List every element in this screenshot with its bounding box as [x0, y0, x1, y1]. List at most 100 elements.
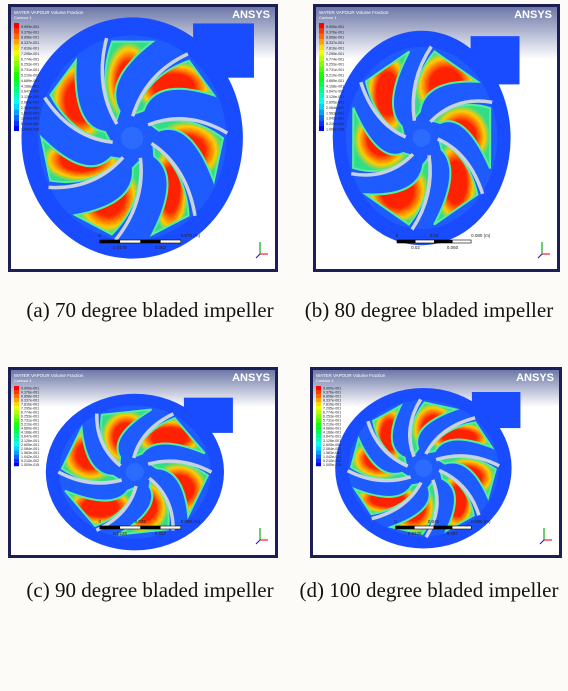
legend-label: 8.858e-001 [326, 36, 344, 40]
triad-z [255, 539, 261, 545]
legend-swatch [14, 450, 19, 455]
blade [371, 481, 423, 521]
legend-label: 4.689e-001 [323, 427, 341, 431]
scale-bar-segment [433, 526, 453, 529]
legend-label: 3.647e-001 [21, 435, 39, 439]
legend-label: 2.084e-001 [323, 447, 341, 451]
blade [346, 469, 412, 483]
legend-swatch [316, 410, 321, 415]
legend-swatch [316, 394, 321, 399]
legend-swatch [14, 446, 19, 451]
legend-label: 2.084e-001 [21, 447, 39, 451]
legend-swatch [316, 434, 321, 439]
legend-label: 5.731e-001 [21, 419, 39, 423]
blade [150, 141, 197, 217]
legend-label: 1.042e-001 [326, 117, 344, 121]
legend-label: 6.774e-001 [21, 411, 39, 415]
scale-label: 0.053 [155, 245, 167, 250]
legend-label: 4.168e-001 [21, 431, 39, 435]
caption: (a) 70 degree bladed impeller [26, 298, 274, 322]
blade [424, 479, 439, 539]
scale-label: 0.067 [155, 531, 167, 536]
blade [410, 154, 432, 231]
legend-label: 6.774e-001 [21, 57, 39, 61]
legend-label: 9.376e-001 [21, 30, 39, 34]
legend-label: 5.210e-002 [21, 122, 39, 126]
legend-label: 9.900e-001 [21, 387, 39, 391]
legend-label: 6.253e-001 [21, 63, 39, 67]
legend-label: 5.731e-001 [326, 68, 344, 72]
legend-label: 4.689e-001 [21, 79, 39, 83]
legend-label: 2.605e-001 [21, 443, 39, 447]
legend-label: 3.647e-001 [326, 90, 344, 94]
legend-label: 8.337e-001 [21, 399, 39, 403]
legend-label: 6.253e-001 [21, 415, 39, 419]
legend-swatch [316, 458, 321, 463]
blade [95, 413, 122, 468]
legend-swatch [319, 98, 324, 104]
legend-swatch [316, 386, 321, 391]
legend-swatch [316, 450, 321, 455]
legend-swatch [14, 23, 19, 29]
hub [414, 459, 433, 478]
scale-label: 0 [99, 233, 102, 238]
blade [114, 157, 143, 242]
scale-label: 0.04 [430, 233, 439, 238]
legend-swatch [14, 39, 19, 45]
scale-label: 0.045 [428, 519, 440, 524]
legend-swatch [319, 66, 324, 72]
legend-label: 9.376e-001 [323, 391, 341, 395]
scale-label: 0.02 [411, 245, 420, 250]
legend-swatch [14, 434, 19, 439]
hub [412, 129, 431, 147]
legend-swatch [319, 39, 324, 45]
legend-label: 2.605e-001 [326, 100, 344, 104]
legend-swatch [319, 104, 324, 110]
legend-swatch [316, 406, 321, 411]
scale-label: 0 [396, 233, 399, 238]
legend-swatch [14, 33, 19, 40]
legend-swatch [14, 406, 19, 411]
blade [366, 420, 409, 468]
legend-label: 3.647e-001 [21, 90, 39, 94]
legend-label: 3.126e-001 [326, 95, 344, 99]
scale-label: 0.067 [447, 531, 459, 536]
legend-swatch [14, 390, 19, 395]
legend-swatch [319, 77, 324, 83]
legend-swatch [316, 430, 321, 435]
legend-label: 5.210e-002 [21, 459, 39, 463]
legend-swatch [316, 414, 321, 419]
legend-swatch [14, 386, 19, 391]
legend-label: 1.000e-015 [323, 463, 341, 467]
legend-swatch [14, 104, 19, 110]
legend-label: 5.210e-001 [326, 73, 344, 77]
blade [100, 37, 119, 125]
legend-swatch [14, 418, 19, 423]
legend-swatch [319, 82, 324, 88]
blade [43, 96, 113, 145]
legend-swatch [319, 44, 324, 50]
legend-swatch [319, 93, 324, 99]
legend-label: 9.900e-001 [326, 25, 344, 29]
caption: (d) 100 degree bladed impeller [299, 578, 559, 602]
legend-swatch [14, 109, 19, 115]
legend-swatch [319, 50, 324, 56]
legend-swatch [14, 394, 19, 399]
legend-swatch [316, 422, 321, 427]
hub [125, 463, 144, 481]
scale-bar-segment [140, 240, 161, 243]
legend-swatch [319, 120, 324, 126]
legend-label: 4.689e-001 [21, 427, 39, 431]
legend-swatch [319, 28, 324, 34]
legend-swatch [14, 410, 19, 415]
legend-label: 2.084e-001 [21, 106, 39, 110]
triad-z [539, 539, 545, 545]
legend-label: 4.168e-001 [323, 431, 341, 435]
blade [147, 116, 229, 135]
blade [424, 416, 476, 455]
legend-header: WATER VAPOUR Volume Fraction [14, 373, 84, 378]
